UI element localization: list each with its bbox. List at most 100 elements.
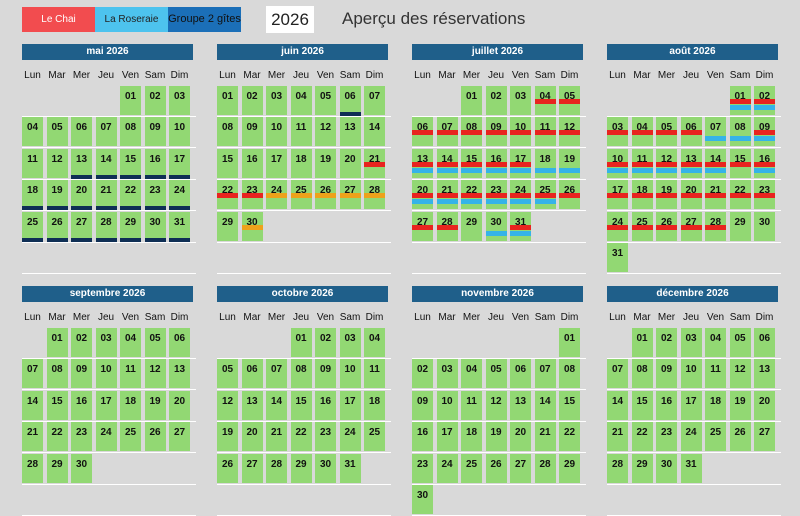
day-cell[interactable]: 30 [656, 453, 677, 483]
day-cell[interactable]: 18 [120, 390, 141, 420]
day-cell[interactable]: 14 [364, 117, 385, 147]
day-cell[interactable]: 03 [510, 86, 531, 115]
day-cell[interactable]: 11 [290, 117, 312, 147]
day-cell[interactable]: 12 [315, 117, 336, 147]
day-cell[interactable]: 01 [461, 86, 482, 115]
day-cell[interactable]: 06 [510, 359, 531, 389]
day-cell[interactable]: 15 [729, 148, 751, 178]
day-cell[interactable]: 22 [120, 180, 141, 211]
day-cell[interactable]: 18 [705, 390, 726, 420]
day-cell[interactable]: 29 [120, 211, 141, 242]
day-cell[interactable]: 31 [169, 211, 190, 242]
day-cell[interactable]: 29 [631, 453, 653, 483]
day-cell[interactable]: 14 [705, 148, 726, 178]
day-cell[interactable]: 07 [95, 117, 117, 147]
day-cell[interactable]: 03 [607, 117, 628, 147]
day-cell[interactable]: 19 [217, 422, 238, 452]
day-cell[interactable]: 25 [631, 211, 653, 241]
day-cell[interactable]: 06 [169, 328, 190, 357]
day-cell[interactable]: 30 [754, 211, 775, 241]
day-cell[interactable]: 04 [364, 328, 385, 357]
day-cell[interactable]: 16 [71, 390, 92, 420]
day-cell[interactable]: 28 [22, 453, 43, 483]
day-cell[interactable]: 12 [559, 117, 580, 147]
day-cell[interactable]: 07 [607, 359, 628, 389]
day-cell[interactable]: 20 [169, 390, 190, 420]
day-cell[interactable]: 17 [510, 148, 531, 178]
day-cell[interactable]: 09 [241, 117, 263, 147]
day-cell[interactable]: 05 [729, 328, 751, 357]
day-cell[interactable]: 27 [169, 422, 190, 452]
day-cell[interactable]: 01 [631, 328, 653, 357]
day-cell[interactable]: 29 [461, 211, 482, 241]
day-cell[interactable]: 16 [315, 390, 336, 420]
day-cell[interactable]: 08 [631, 359, 653, 389]
day-cell[interactable]: 01 [729, 86, 751, 115]
day-cell[interactable]: 07 [705, 117, 726, 147]
day-cell[interactable]: 27 [680, 211, 702, 241]
day-cell[interactable]: 28 [266, 453, 287, 483]
day-cell[interactable]: 20 [339, 148, 361, 178]
day-cell[interactable]: 19 [559, 148, 580, 178]
day-cell[interactable]: 07 [364, 86, 385, 115]
day-cell[interactable]: 26 [485, 453, 507, 483]
day-cell[interactable]: 14 [534, 390, 556, 420]
day-cell[interactable]: 24 [680, 422, 702, 452]
day-cell[interactable]: 26 [144, 422, 166, 452]
day-cell[interactable]: 11 [461, 390, 482, 420]
day-cell[interactable]: 21 [436, 180, 458, 210]
day-cell[interactable]: 09 [144, 117, 166, 147]
day-cell[interactable]: 06 [339, 86, 361, 116]
day-cell[interactable]: 30 [315, 453, 336, 483]
day-cell[interactable]: 02 [71, 328, 92, 357]
day-cell[interactable]: 05 [46, 117, 68, 147]
day-cell[interactable]: 15 [559, 390, 580, 420]
year-field[interactable]: 2026 [266, 6, 314, 33]
day-cell[interactable]: 01 [559, 328, 580, 357]
day-cell[interactable]: 07 [22, 359, 43, 389]
day-cell[interactable]: 16 [485, 148, 507, 178]
day-cell[interactable]: 17 [436, 422, 458, 452]
day-cell[interactable]: 12 [217, 390, 238, 420]
day-cell[interactable]: 25 [705, 422, 726, 452]
day-cell[interactable]: 16 [241, 148, 263, 178]
day-cell[interactable]: 14 [266, 390, 287, 420]
day-cell[interactable]: 12 [485, 390, 507, 420]
day-cell[interactable]: 23 [485, 180, 507, 210]
day-cell[interactable]: 29 [46, 453, 68, 483]
day-cell[interactable]: 19 [485, 422, 507, 452]
day-cell[interactable]: 19 [656, 180, 677, 210]
day-cell[interactable]: 15 [217, 148, 238, 178]
day-cell[interactable]: 08 [559, 359, 580, 389]
day-cell[interactable]: 25 [364, 422, 385, 452]
day-cell[interactable]: 24 [95, 422, 117, 452]
day-cell[interactable]: 03 [436, 359, 458, 389]
day-cell[interactable]: 21 [534, 422, 556, 452]
day-cell[interactable]: 18 [534, 148, 556, 178]
day-cell[interactable]: 29 [559, 453, 580, 483]
day-cell[interactable]: 10 [607, 148, 628, 178]
day-cell[interactable]: 19 [144, 390, 166, 420]
day-cell[interactable]: 22 [631, 422, 653, 452]
day-cell[interactable]: 03 [266, 86, 287, 115]
day-cell[interactable]: 09 [656, 359, 677, 389]
day-cell[interactable]: 19 [46, 180, 68, 211]
day-cell[interactable]: 28 [364, 180, 385, 210]
day-cell[interactable]: 21 [95, 180, 117, 211]
day-cell[interactable]: 24 [436, 453, 458, 483]
day-cell[interactable]: 06 [71, 117, 92, 147]
day-cell[interactable]: 12 [729, 359, 751, 389]
day-cell[interactable]: 04 [120, 328, 141, 357]
day-cell[interactable]: 26 [729, 422, 751, 452]
day-cell[interactable]: 24 [339, 422, 361, 452]
day-cell[interactable]: 15 [120, 148, 141, 179]
day-cell[interactable]: 07 [534, 359, 556, 389]
day-cell[interactable]: 09 [485, 117, 507, 147]
day-cell[interactable]: 23 [144, 180, 166, 211]
day-cell[interactable]: 25 [534, 180, 556, 210]
day-cell[interactable]: 25 [22, 211, 43, 242]
day-cell[interactable]: 10 [510, 117, 531, 147]
day-cell[interactable]: 30 [485, 211, 507, 241]
day-cell[interactable]: 09 [315, 359, 336, 389]
day-cell[interactable]: 05 [144, 328, 166, 357]
